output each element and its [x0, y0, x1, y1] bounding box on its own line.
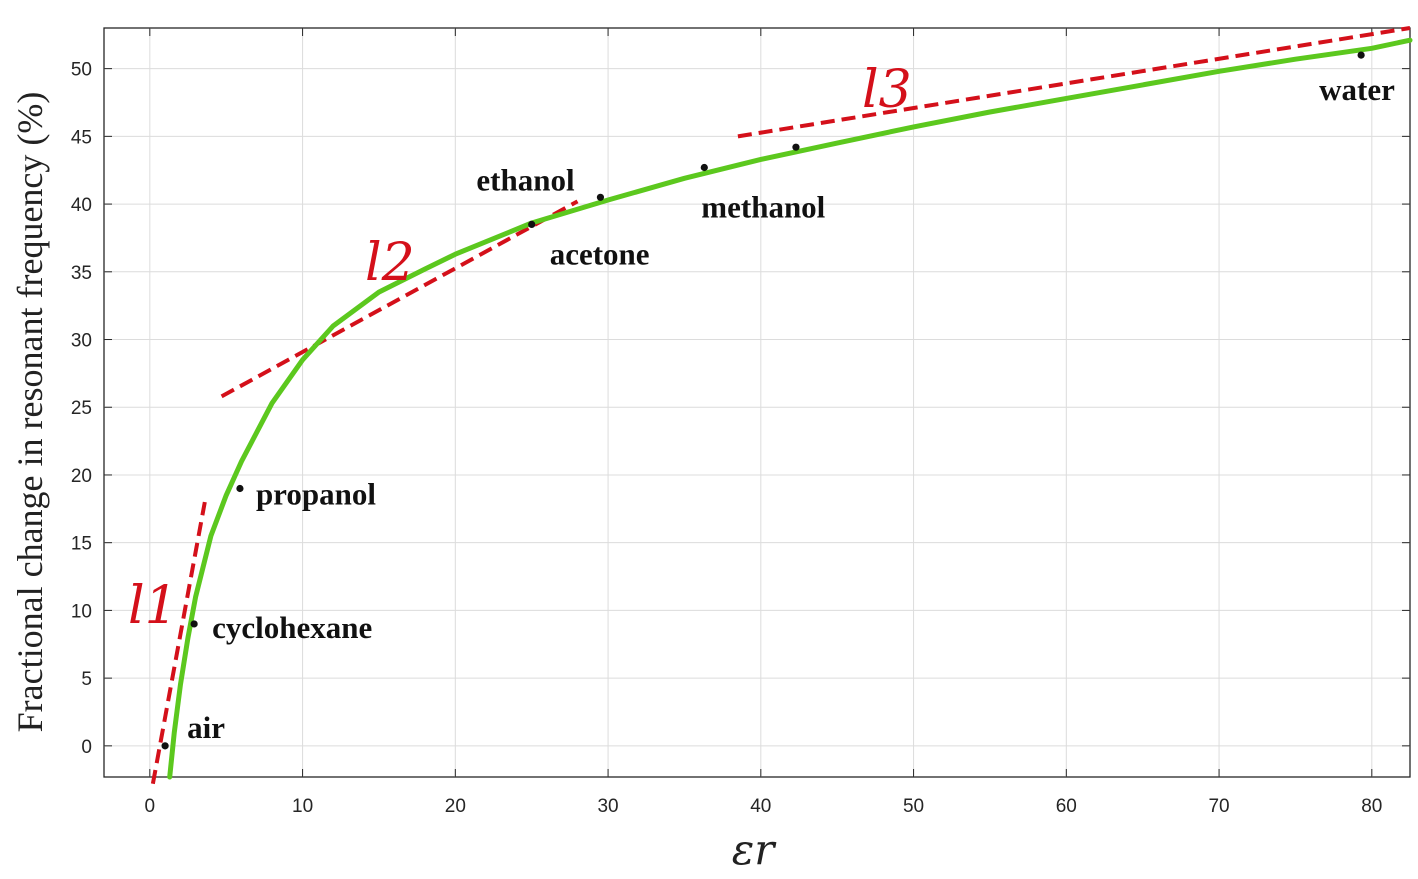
y-tick-label: 45 [71, 127, 92, 148]
data-point [596, 193, 605, 201]
point-label-methanol: methanol [701, 190, 825, 225]
x-tick-label: 50 [903, 796, 924, 817]
x-axis-label: εr [732, 825, 778, 874]
data-point [161, 742, 169, 750]
x-tick-label: 40 [750, 796, 771, 817]
y-tick-label: 25 [71, 398, 92, 419]
grid [104, 28, 1410, 777]
data-point [528, 220, 536, 228]
x-tick-label: 30 [597, 796, 618, 817]
point-label-propanol: propanol [256, 477, 376, 512]
x-tick-label: 60 [1056, 796, 1077, 817]
y-tick-label: 30 [71, 331, 92, 352]
line-label-l2: l2 [365, 233, 415, 293]
x-tick-label: 0 [145, 796, 156, 817]
y-tick-label: 40 [71, 195, 92, 216]
data-point [1357, 51, 1365, 59]
tangent-line-l2 [220, 199, 579, 399]
line-label-l1: l1 [128, 576, 178, 636]
y-tick-label: 50 [71, 60, 92, 81]
data-point [236, 484, 244, 493]
y-tick-label: 20 [71, 466, 92, 487]
x-ticks: 0 10 20 30 40 50 60 70 80 [145, 28, 1382, 817]
y-tick-label: 35 [71, 263, 92, 284]
y-axis-label: Fractional change in resonant frequency … [10, 92, 50, 733]
fit-curve-group [167, 37, 1413, 780]
data-point [792, 143, 800, 151]
point-label-cyclohexane: cyclohexane [212, 610, 372, 645]
y-tick-label: 15 [71, 534, 92, 555]
x-tick-label: 70 [1208, 796, 1229, 817]
fit-curve [167, 37, 1413, 780]
y-tick-label: 0 [81, 737, 92, 758]
point-label-air: air [187, 710, 225, 745]
plot-area [103, 27, 1411, 778]
data-point [700, 163, 708, 172]
y-tick-label: 10 [71, 601, 92, 622]
point-label-ethanol: ethanol [476, 162, 575, 197]
point-label-water: water [1319, 72, 1395, 107]
data-point [190, 620, 198, 628]
point-label-acetone: acetone [550, 236, 650, 271]
line-label-l3: l3 [862, 60, 912, 120]
measured-points [161, 51, 1365, 750]
tangent-line-l3 [737, 26, 1411, 139]
tangent-line-l1 [150, 501, 207, 785]
tangent-lines [150, 26, 1411, 785]
x-tick-label: 80 [1361, 796, 1382, 817]
point-labels: air cyclohexane propanol acetone ethanol meth… [187, 72, 1395, 745]
x-tick-label: 10 [292, 796, 313, 817]
y-tick-label: 5 [81, 669, 92, 690]
y-ticks: 0 5 10 15 20 25 30 35 40 45 50 [71, 60, 1410, 758]
x-tick-label: 20 [445, 796, 466, 817]
